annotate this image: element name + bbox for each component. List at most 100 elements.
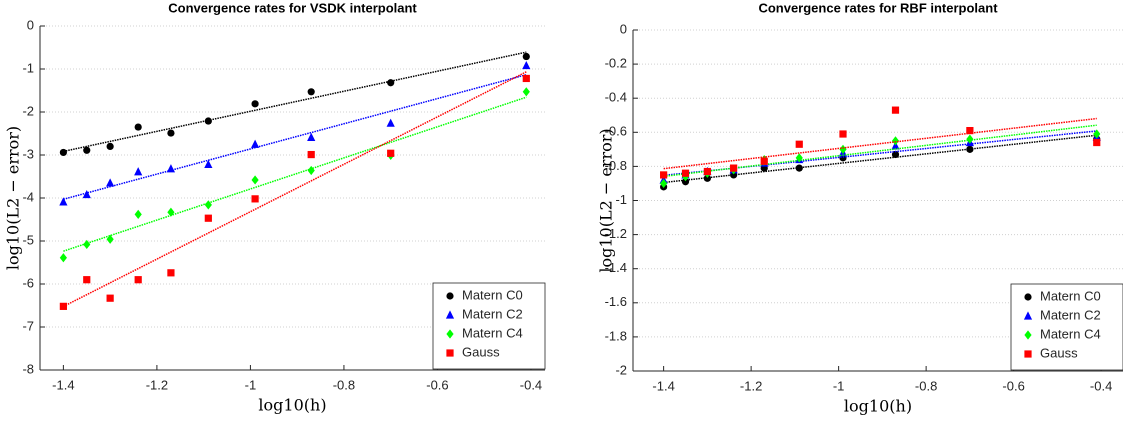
y-tick-label: -4 (22, 189, 34, 204)
point (760, 157, 768, 165)
point (795, 164, 803, 172)
point (522, 87, 530, 97)
point (1024, 330, 1032, 340)
point (134, 209, 142, 219)
y-tick-label: -3 (22, 146, 34, 161)
point (204, 159, 213, 169)
x-tick-label: -0.8 (915, 378, 937, 393)
point (1024, 350, 1032, 358)
point (966, 126, 974, 135)
point (166, 164, 176, 173)
x-axis-label: log10(h) (844, 397, 912, 416)
y-tick-label: -1 (615, 192, 627, 207)
point (445, 310, 455, 319)
point (82, 189, 91, 199)
point (387, 149, 395, 157)
y-tick-label: -1.8 (605, 328, 627, 343)
point (891, 141, 900, 150)
point (167, 269, 175, 277)
point (59, 302, 67, 310)
point (134, 167, 143, 176)
chart-title: Convergence rates for RBF interpolant (758, 0, 998, 15)
point (966, 145, 974, 153)
chart-title: Convergence rates for VSDK interpolant (168, 0, 417, 15)
x-tick-label: -0.6 (426, 377, 448, 392)
legend-label: Matern C4 (462, 325, 523, 340)
legend-label: Gauss (1040, 345, 1078, 360)
point (703, 174, 711, 182)
legend: Matern C0 Matern C2 Matern C4 Gauss (1010, 283, 1123, 371)
x-tick-label: -1.2 (740, 378, 762, 393)
y-axis-label: log10(L2 − error) (597, 128, 616, 272)
y-tick-label: -0.6 (605, 124, 627, 139)
point (251, 175, 259, 185)
trend-line (663, 117, 1097, 170)
point (106, 178, 115, 187)
point (204, 200, 212, 210)
legend-label: Matern C0 (462, 287, 523, 302)
point (891, 150, 900, 159)
legend-label: Matern C0 (1040, 288, 1101, 303)
y-tick-label: -0.4 (605, 90, 627, 105)
point (839, 130, 847, 138)
y-tick-label: -6 (22, 275, 34, 290)
point (660, 171, 668, 179)
point (251, 100, 259, 108)
x-tick-label: -1.4 (52, 377, 74, 392)
x-tick-label: -1.4 (652, 378, 674, 393)
y-tick-label: -2 (22, 103, 34, 118)
trend-line (63, 71, 527, 308)
point (446, 329, 454, 339)
point (106, 294, 114, 302)
point (59, 148, 67, 157)
y-tick-label: -1 (22, 60, 34, 75)
point (966, 134, 974, 144)
point (891, 136, 900, 146)
trend-line (63, 51, 527, 153)
point (446, 292, 454, 300)
point (795, 140, 803, 148)
y-axis-label: log10(L2 − error) (4, 126, 23, 270)
point (446, 349, 454, 357)
point (167, 207, 175, 217)
y-tick-label: 0 (620, 21, 627, 36)
y-tick-label: -1.4 (605, 260, 627, 275)
trend-line (663, 134, 1097, 184)
y-tick-label: -8 (22, 361, 34, 376)
y-tick-label: -1.6 (605, 294, 627, 309)
y-tick-label: -0.8 (605, 158, 627, 173)
point (204, 117, 212, 125)
point (839, 144, 847, 154)
point (1023, 311, 1033, 320)
point (134, 276, 142, 284)
x-axis-label: log10(h) (258, 396, 326, 415)
point (251, 195, 259, 203)
trend-line (63, 96, 527, 252)
point (891, 106, 900, 114)
point (250, 139, 260, 148)
x-tick-label: -1.2 (146, 377, 168, 392)
point (1093, 138, 1101, 147)
point (106, 142, 114, 150)
point (307, 150, 315, 159)
x-tick-label: -1 (245, 377, 257, 392)
y-tick-label: 0 (27, 17, 34, 32)
trend-line (663, 124, 1097, 178)
point (83, 146, 91, 154)
point (83, 239, 91, 250)
point (522, 74, 530, 83)
point (167, 129, 175, 137)
x-tick-label: -0.8 (333, 377, 355, 392)
point (703, 167, 711, 176)
point (1024, 293, 1032, 301)
point (795, 153, 803, 163)
x-tick-label: -0.4 (1090, 378, 1112, 393)
point (106, 234, 114, 244)
point (522, 52, 530, 61)
point (387, 79, 395, 87)
legend-label: Gauss (462, 344, 500, 359)
point (730, 164, 738, 172)
legend-label: Matern C4 (1040, 326, 1101, 341)
point (681, 178, 690, 186)
